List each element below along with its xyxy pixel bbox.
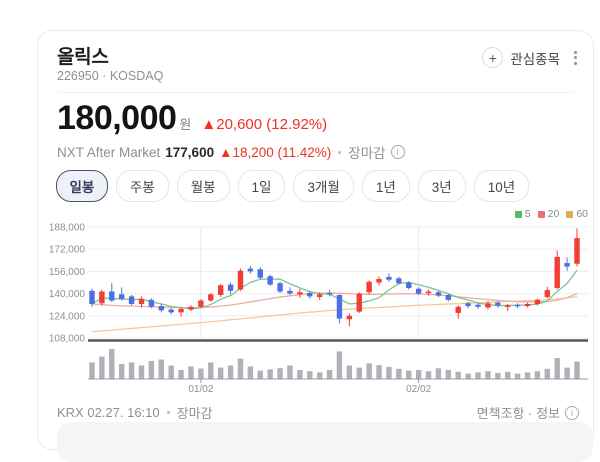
market-status: 장마감 <box>348 146 386 161</box>
ma5-swatch-icon <box>514 210 522 218</box>
dot-icon <box>574 61 577 65</box>
nxt-after-market-row: NXT After Market 177,600 ▲18,200 (11.42%… <box>57 142 405 162</box>
tab-3months[interactable]: 3개월 <box>293 170 354 202</box>
svg-text:140,000: 140,000 <box>49 289 86 300</box>
footer-exchange-info: KRX 02.27. 16:10 장마감 <box>57 403 213 422</box>
nxt-label: NXT After Market <box>57 144 161 160</box>
exchange-timestamp: KRX 02.27. 16:10 <box>57 405 160 420</box>
candlestick-chart-svg: 188,000 172,000 156,000 140,000 124,000 108,0… <box>49 223 588 395</box>
price-change: ▲20,600 (12.92%) <box>201 116 328 133</box>
more-menu-button[interactable] <box>572 49 579 67</box>
ma60-swatch-icon <box>566 210 574 218</box>
svg-text:172,000: 172,000 <box>49 245 86 256</box>
watchlist-label: 관심종목 <box>510 51 560 67</box>
tab-1year[interactable]: 1년 <box>361 170 410 202</box>
ma20-swatch-icon <box>537 210 545 218</box>
legend-ma5: 5 <box>514 208 531 220</box>
tab-10years[interactable]: 10년 <box>473 170 530 202</box>
legend-ma20: 20 <box>537 208 559 220</box>
nxt-change: ▲18,200 (11.42%) <box>219 144 332 160</box>
tab-monthly[interactable]: 월봉 <box>176 170 230 202</box>
nxt-price: 177,600 <box>165 144 215 160</box>
svg-text:156,000: 156,000 <box>49 267 86 278</box>
dot-icon <box>574 50 577 54</box>
footer-disclaimer-link[interactable]: 면책조항 · 정보 i <box>477 403 579 422</box>
stock-code-market: 226950 · KOSDAQ <box>57 69 164 83</box>
header-actions: + 관심종목 <box>482 47 579 68</box>
info-icon[interactable]: i <box>565 405 579 420</box>
ma-legend: 5 20 60 <box>514 208 588 220</box>
tab-3years[interactable]: 3년 <box>417 170 466 202</box>
dot-separator <box>338 150 342 154</box>
plus-icon: + <box>482 47 504 68</box>
tab-daily[interactable]: 일봉 <box>56 170 108 202</box>
currency-label: 원 <box>179 117 192 132</box>
legend-ma60: 60 <box>566 208 588 220</box>
svg-text:124,000: 124,000 <box>49 311 86 322</box>
price-chart[interactable]: 5 20 60 188,000 172,000 156,000 140,000 124,… <box>38 205 595 405</box>
info-icon[interactable]: i <box>390 145 405 159</box>
stock-card: 올릭스 226950 · KOSDAQ + 관심종목 180,000 원 ▲20… <box>37 30 595 462</box>
period-tabs: 일봉 주봉 월봉 1일 3개월 1년 3년 10년 <box>56 170 530 202</box>
market-status: 장마감 <box>176 406 213 421</box>
tab-weekly[interactable]: 주봉 <box>115 170 169 202</box>
disclaimer-label: 면책조항 · 정보 <box>476 406 560 421</box>
dot-separator <box>166 411 170 414</box>
next-section-panel <box>57 422 593 462</box>
price-row: 180,000 원 ▲20,600 (12.92%) <box>57 99 327 138</box>
dot-icon <box>574 56 577 59</box>
tab-1day[interactable]: 1일 <box>237 170 286 202</box>
svg-text:188,000: 188,000 <box>49 223 86 234</box>
current-price: 180,000 <box>57 99 177 137</box>
svg-text:108,000: 108,000 <box>49 334 86 345</box>
svg-text:02/02: 02/02 <box>406 384 431 395</box>
add-watchlist-button[interactable]: + 관심종목 <box>482 47 560 68</box>
page-title: 올릭스 <box>57 47 109 68</box>
svg-text:01/02: 01/02 <box>188 384 213 395</box>
divider <box>57 92 574 93</box>
